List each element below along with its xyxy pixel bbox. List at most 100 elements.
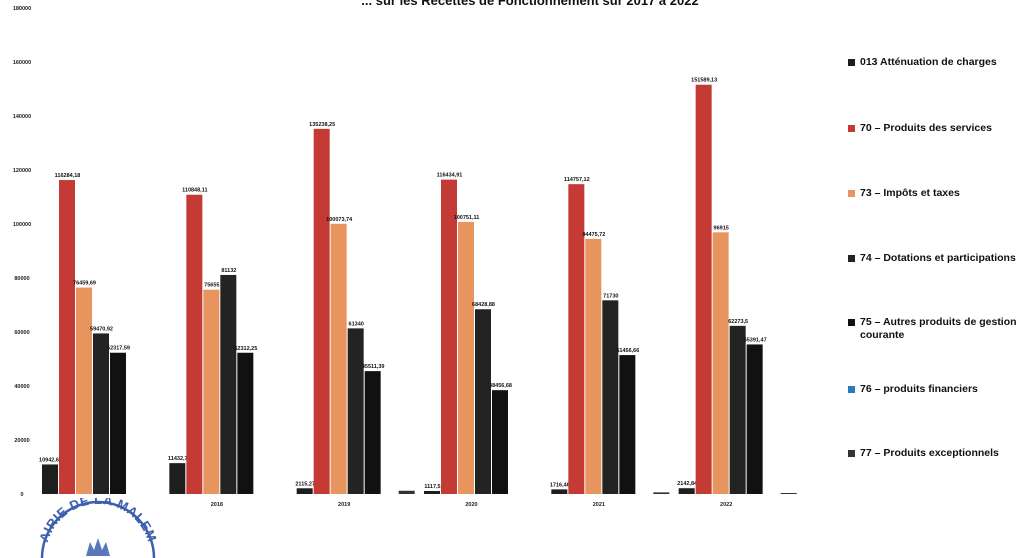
legend-label: 75 – Autres produits de gestion courante	[860, 316, 1024, 342]
bar	[696, 85, 712, 494]
bar	[186, 195, 202, 494]
x-tick-label: 2020	[465, 502, 477, 508]
legend-label: 013 Atténuation de charges	[860, 56, 997, 69]
bar	[220, 275, 236, 494]
legend-label: 77 – Produits exceptionnels	[860, 447, 999, 460]
bar	[441, 180, 457, 494]
bar-value-label: 59470,92	[90, 326, 113, 332]
y-tick-label: 180000	[13, 6, 31, 12]
bar	[713, 232, 729, 494]
legend-label: 76 – produits financiers	[860, 383, 978, 396]
bar-value-label: 81132	[221, 268, 236, 274]
bar	[399, 491, 415, 494]
bar	[76, 288, 92, 494]
y-tick-label: 20000	[14, 438, 29, 444]
bar-value-label: 51456,66	[616, 348, 639, 354]
bar-value-label: 114757,12	[564, 177, 590, 183]
y-tick-label: 60000	[14, 330, 29, 336]
stamp-text: AIRIE DE LA MALEM	[38, 498, 158, 544]
bar	[781, 493, 797, 494]
svg-text:AIRIE DE LA MALEM: AIRIE DE LA MALEM	[38, 498, 158, 544]
y-tick-label: 140000	[13, 114, 31, 120]
legend-swatch-icon	[848, 190, 855, 197]
bar	[424, 491, 440, 494]
bar-value-label: 100073,74	[326, 217, 353, 223]
x-tick-label: 2018	[211, 502, 223, 508]
bar-value-label: 11432,7	[168, 456, 188, 462]
bar-value-label: 45511,39	[362, 364, 385, 370]
legend-swatch-icon	[848, 386, 855, 393]
legend-item: 74 – Dotations et participations	[848, 252, 1024, 265]
bar-value-label: 110848,11	[182, 188, 207, 194]
bar	[475, 309, 491, 494]
bar	[348, 328, 364, 494]
bar	[568, 184, 584, 494]
bar	[203, 290, 219, 494]
y-tick-label: 160000	[13, 60, 31, 66]
bar-value-label: 96915	[714, 225, 729, 231]
bar-value-label: 94475,72	[582, 232, 605, 238]
y-tick-label: 120000	[13, 168, 31, 174]
bar	[365, 371, 381, 494]
legend-swatch-icon	[848, 450, 855, 457]
legend-swatch-icon	[848, 319, 855, 326]
x-tick-label: 2021	[593, 502, 605, 508]
bar-value-label: 52312,25	[234, 346, 257, 352]
bar-value-label: 1117,5	[424, 484, 440, 490]
legend-label: 73 – Impôts et taxes	[860, 187, 960, 200]
legend-swatch-icon	[848, 125, 855, 132]
x-tick-label: 2022	[720, 502, 732, 508]
x-tick-label: 2019	[338, 502, 350, 508]
bar	[110, 353, 126, 494]
legend-swatch-icon	[848, 59, 855, 66]
bar	[458, 222, 474, 494]
bar-value-label: 1716,46	[550, 482, 570, 488]
bar-value-label: 38456,68	[489, 383, 512, 389]
legend-item: 76 – produits financiers	[848, 383, 1024, 396]
bar	[747, 344, 763, 494]
legend-label: 70 – Produits des services	[860, 122, 992, 135]
bar-value-label: 75655	[204, 283, 219, 289]
bar-value-label: 151589,13	[691, 78, 717, 84]
y-tick-label: 40000	[14, 384, 29, 390]
y-tick-label: 80000	[14, 276, 29, 282]
bar	[331, 224, 347, 494]
bar-value-label: 76459,69	[73, 281, 96, 287]
bar	[585, 239, 601, 494]
legend-swatch-icon	[848, 255, 855, 262]
bar-value-label: 55391,47	[744, 337, 767, 343]
legend-item: 013 Atténuation de charges	[848, 56, 1024, 69]
bar	[492, 390, 508, 494]
bar-value-label: 116434,91	[437, 173, 463, 179]
chart-title: ... sur les Recettes de Fonctionnement s…	[361, 0, 698, 8]
bar-value-label: 135238,25	[309, 122, 335, 128]
bar-value-label: 116284,18	[55, 173, 81, 179]
bar	[93, 333, 109, 494]
bar-value-label: 62273,5	[728, 319, 748, 325]
bar	[619, 355, 635, 494]
bar	[237, 353, 253, 494]
y-tick-label: 100000	[13, 222, 31, 228]
bar	[653, 492, 669, 494]
bar	[602, 300, 618, 494]
bar-value-label: 2142,84	[677, 481, 698, 487]
bar-value-label: 71730	[603, 293, 618, 299]
bar-value-label: 61340	[349, 321, 364, 327]
bar-value-label: 52317,59	[107, 346, 130, 352]
bar-value-label: 68428,88	[472, 302, 495, 308]
bar	[169, 463, 185, 494]
bar-value-label: 100751,11	[454, 215, 480, 221]
legend-item: 73 – Impôts et taxes	[848, 187, 1024, 200]
y-tick-label: 0	[20, 492, 23, 498]
legend-item: 75 – Autres produits de gestion courante	[848, 316, 1024, 342]
bar	[730, 326, 746, 494]
bar	[679, 488, 695, 494]
bar-value-label: 2115,27	[295, 481, 315, 487]
bar	[59, 180, 75, 494]
legend-label: 74 – Dotations et participations	[860, 252, 1016, 265]
mairie-stamp-icon: AIRIE DE LA MALEM	[38, 498, 158, 558]
legend-item: 77 – Produits exceptionnels	[848, 447, 1024, 460]
bar	[297, 488, 313, 494]
bar	[42, 464, 58, 494]
